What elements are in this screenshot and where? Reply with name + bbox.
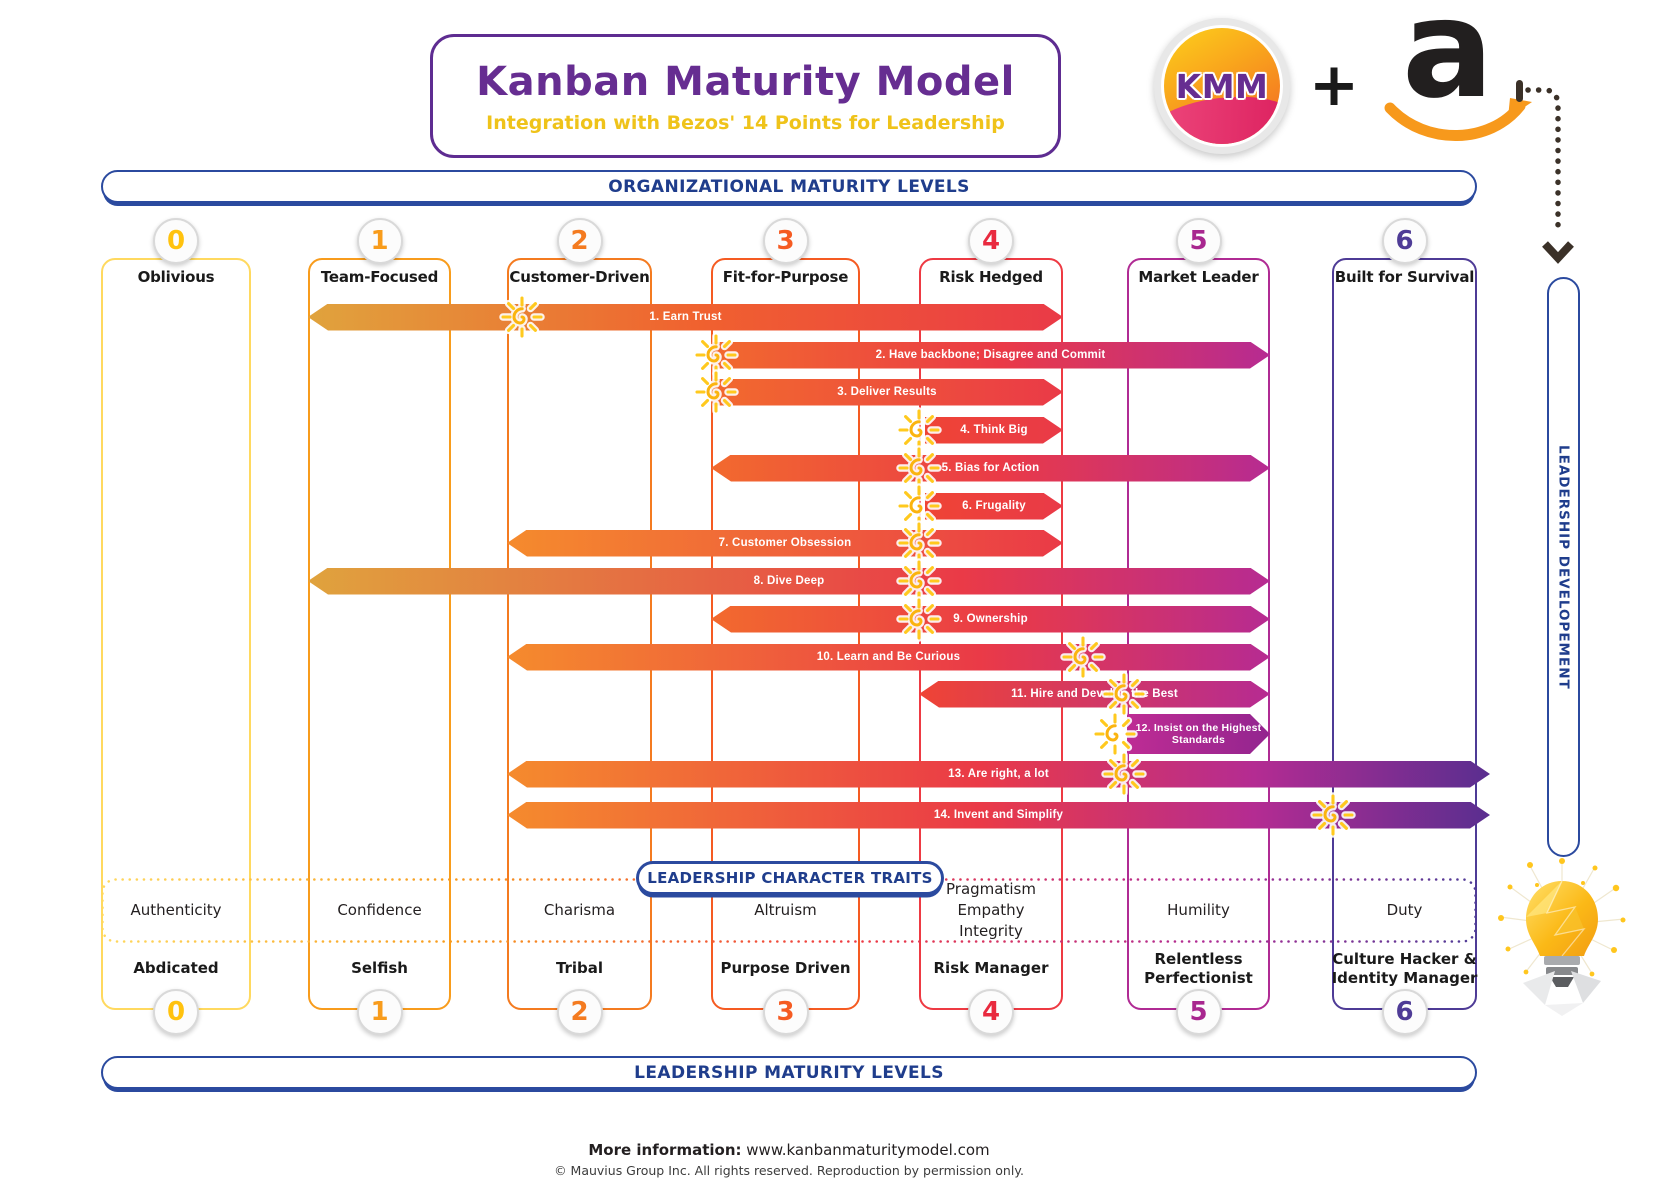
character-trait: Pragmatism Empathy Integrity: [946, 880, 1036, 940]
level-2-top-badge: 2: [556, 218, 603, 264]
kmm-logo-disc: [1164, 28, 1280, 144]
leadership-level-title: Culture Hacker & Identity Manager: [1331, 949, 1478, 988]
level-0-bottom-badge: 0: [153, 989, 199, 1035]
leadership-level-title: Purpose Driven: [720, 959, 851, 978]
leadership-principle-label: 8. Dive Deep: [753, 575, 825, 587]
leadership-principle-label: 13. Are right, a lot: [948, 768, 1049, 780]
level-5-bottom-badge: 5: [1175, 989, 1222, 1035]
leadership-principle-arrow: 10. Learn and Be Curious: [507, 644, 1270, 671]
sun-icon: [896, 596, 942, 642]
lightbulb-illustration: [1498, 858, 1626, 1016]
level-1-bottom-badge: 1: [356, 989, 403, 1035]
amazon-logo: a: [1384, 0, 1538, 152]
leadership-principle-arrow: 5. Bias for Action: [711, 455, 1270, 482]
page-title: Kanban Maturity Model: [476, 58, 1015, 105]
organizational-maturity-levels-bar: ORGANIZATIONAL MATURITY LEVELS: [101, 170, 1477, 203]
kmm-logo: KMM: [1154, 18, 1290, 154]
organizational-level-title: Oblivious: [137, 268, 215, 286]
amazon-letter: a: [1402, 0, 1494, 129]
leadership-principle-arrow: 12. Insist on the Highest Standards: [1127, 714, 1270, 754]
level-6-bottom-badge: 6: [1381, 989, 1428, 1035]
level-0-top-badge: 0: [153, 218, 199, 264]
level-3-bottom-badge: 3: [762, 989, 809, 1035]
organizational-level-title: Risk Hedged: [939, 268, 1043, 286]
leadership-character-traits-label: LEADERSHIP CHARACTER TRAITS: [647, 869, 933, 887]
sun-icon: [1060, 634, 1106, 680]
level-2-bottom-badge: 2: [556, 989, 603, 1035]
leadership-level-title: Risk Manager: [933, 959, 1049, 978]
leadership-principle-label: 7. Customer Obsession: [718, 537, 852, 549]
footer-more-info: More information: www.kanbanmaturitymode…: [101, 1141, 1477, 1159]
level-5-top-badge: 5: [1175, 218, 1222, 264]
footer-more-info-url: www.kanbanmaturitymodel.com: [746, 1141, 990, 1159]
leadership-principle-label: 12. Insist on the Highest Standards: [1135, 721, 1262, 746]
leadership-character-traits-badge: LEADERSHIP CHARACTER TRAITS: [636, 861, 944, 895]
footer-copyright: © Mauvius Group Inc. All rights reserved…: [554, 1163, 1024, 1178]
page-subtitle: Integration with Bezos' 14 Points for Le…: [486, 111, 1005, 134]
leadership-principle-arrow: 8. Dive Deep: [308, 568, 1270, 595]
kmm-logo-text: KMM: [1175, 66, 1269, 106]
leadership-principle-label: 11. Hire and Develop the Best: [1011, 688, 1178, 700]
leadership-principle-arrow: 11. Hire and Develop the Best: [919, 681, 1270, 708]
level-1-top-badge: 1: [356, 218, 403, 264]
character-trait: Confidence: [337, 901, 422, 919]
plus-icon: +: [1308, 50, 1360, 120]
amazon-smile-icon: [1384, 98, 1532, 141]
leadership-principle-label: 14. Invent and Simplify: [933, 809, 1064, 821]
character-trait: Authenticity: [130, 901, 222, 919]
leadership-principle-arrow: 2. Have backbone; Disagree and Commit: [711, 342, 1270, 369]
sun-icon: [499, 294, 545, 340]
sun-icon: [1092, 711, 1138, 757]
leadership-principle-label: 4. Think Big: [960, 424, 1028, 436]
organizational-level-title: Built for Survival: [1334, 268, 1475, 286]
character-trait: Duty: [1386, 901, 1423, 919]
leadership-level-title: Abdicated: [133, 959, 219, 978]
leadership-principle-arrow: 4. Think Big: [925, 417, 1063, 444]
leadership-principle-label: 6. Frugality: [962, 500, 1026, 512]
leadership-principle-arrow: 7. Customer Obsession: [507, 530, 1063, 557]
footer-more-info-label: More information:: [588, 1141, 742, 1159]
leadership-maturity-levels-label: LEADERSHIP MATURITY LEVELS: [634, 1062, 944, 1083]
leadership-principle-label: 5. Bias for Action: [941, 462, 1040, 474]
organizational-maturity-levels-label: ORGANIZATIONAL MATURITY LEVELS: [608, 176, 970, 197]
title-box: Kanban Maturity Model Integration with B…: [430, 34, 1061, 158]
leadership-level-title: Tribal: [555, 959, 604, 978]
leadership-development-label: LEADERSHIP DEVELOPEMENT: [1555, 444, 1572, 690]
character-trait: Altruism: [754, 901, 817, 919]
sun-icon: [1101, 671, 1147, 717]
leadership-level-title: Relentless Perfectionist: [1144, 949, 1253, 988]
leadership-development-rail: LEADERSHIP DEVELOPEMENT: [1547, 277, 1580, 857]
leadership-principle-arrow: 3. Deliver Results: [711, 379, 1063, 406]
sun-icon: [693, 369, 739, 415]
leadership-principle-label: 2. Have backbone; Disagree and Commit: [875, 349, 1106, 361]
sun-icon: [1310, 792, 1356, 838]
leadership-maturity-levels-bar: LEADERSHIP MATURITY LEVELS: [101, 1056, 1477, 1089]
leadership-principle-label: 9. Ownership: [953, 613, 1028, 625]
sun-icon: [896, 558, 942, 604]
sun-icon: [1101, 751, 1147, 797]
leadership-principle-arrow: 1. Earn Trust: [308, 304, 1063, 331]
level-6-top-badge: 6: [1381, 218, 1428, 264]
leadership-principle-label: 3. Deliver Results: [837, 386, 937, 398]
leadership-principle-arrow: 9. Ownership: [711, 606, 1270, 633]
organizational-level-title: Team-Focused: [320, 268, 439, 286]
leadership-principle-label: 1. Earn Trust: [649, 311, 722, 323]
level-4-bottom-badge: 4: [968, 989, 1014, 1035]
level-3-top-badge: 3: [762, 218, 809, 264]
organizational-level-title: Market Leader: [1138, 268, 1259, 286]
character-trait: Charisma: [543, 901, 616, 919]
leadership-level-title: Selfish: [351, 959, 408, 978]
organizational-level-title: Fit-for-Purpose: [722, 268, 849, 286]
organizational-level-title: Customer-Driven: [509, 268, 650, 286]
character-trait: Humility: [1167, 901, 1230, 919]
level-4-top-badge: 4: [968, 218, 1014, 264]
leadership-principle-arrow: 13. Are right, a lot: [507, 761, 1490, 788]
dotted-down-arrow-icon: [1516, 80, 1574, 264]
leadership-principle-arrow: 6. Frugality: [925, 493, 1063, 520]
leadership-principle-label: 10. Learn and Be Curious: [816, 651, 961, 663]
